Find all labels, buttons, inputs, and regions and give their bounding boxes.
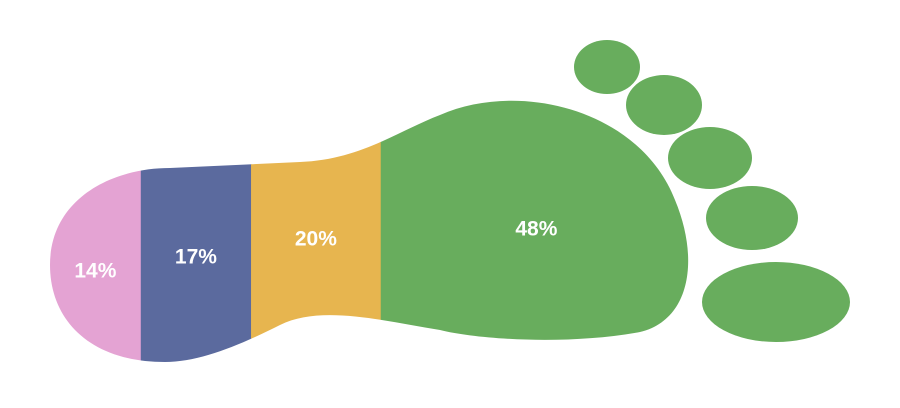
foot-segment [251,100,382,362]
toe [702,262,850,342]
toe [706,186,798,250]
value-label: 20% [295,228,337,251]
value-label: 14% [74,260,116,283]
foot-segment [140,100,252,362]
toe [668,127,752,189]
toe [574,40,640,94]
toes [574,40,850,342]
toe [626,75,702,135]
value-label: 48% [515,218,557,241]
foot-segment [50,100,142,362]
foot [50,100,689,362]
value-label: 17% [175,246,217,269]
labels: 14% 17% 20% 48% [74,218,557,283]
